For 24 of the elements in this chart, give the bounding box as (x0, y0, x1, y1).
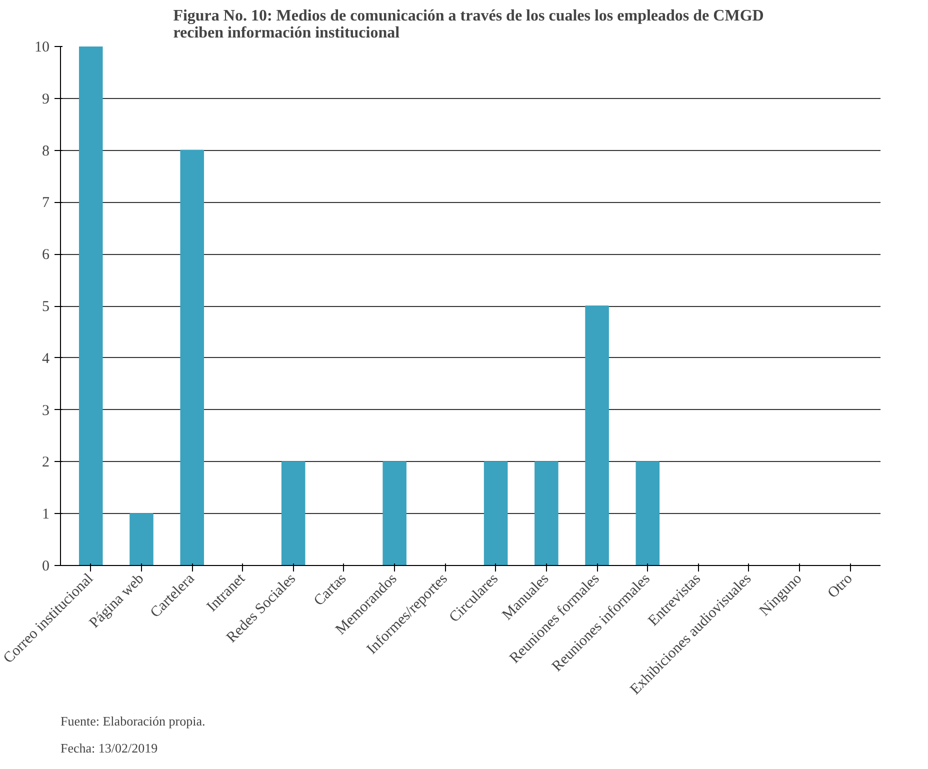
y-tick-label: 3 (42, 402, 50, 419)
bar (130, 513, 154, 566)
bar (636, 461, 660, 566)
bar (281, 461, 306, 566)
y-tick-label: 0 (42, 558, 50, 574)
y-tick-label: 2 (42, 454, 50, 471)
y-tick-label: 1 (42, 506, 50, 523)
y-tick-label: 6 (42, 247, 50, 264)
text: Fecha: 13/02/2019 (60, 740, 158, 756)
bar (180, 150, 204, 566)
source-note: Fuente: Elaboración propia. (60, 714, 206, 728)
y-tick-label: 9 (42, 91, 50, 108)
bar (78, 46, 103, 566)
x-tick-label: Otro (825, 570, 856, 602)
bar (382, 461, 406, 566)
chart-title: Figura No. 10: Medios de comunicación a través de los cuales los empleados de CMGD reciben información institucional (173, 8, 764, 42)
y-tick-label: 8 (42, 143, 50, 160)
y-tick-label: 5 (42, 299, 50, 315)
y-tick-label: 10 (34, 40, 50, 56)
y-tick-label: 4 (42, 350, 50, 367)
bar (484, 461, 508, 566)
bar (534, 461, 558, 566)
y-tick-label: 7 (42, 195, 50, 212)
bar (585, 306, 609, 566)
